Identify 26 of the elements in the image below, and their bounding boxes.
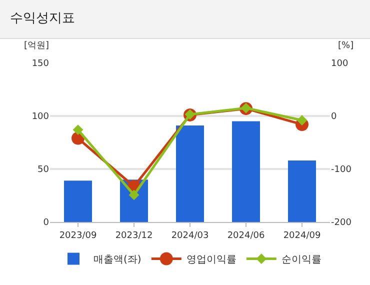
x-tick-label: 2024/09 [283, 230, 321, 241]
x-tick-label: 2023/12 [115, 230, 153, 241]
y-tick-label: 100 [32, 112, 50, 122]
bar [64, 180, 92, 222]
bar [176, 126, 204, 222]
legend-label: 순이익률 [281, 254, 322, 266]
x-tick-label: 2023/09 [59, 230, 97, 241]
legend-label: 영업이익률 [186, 254, 236, 266]
x-tick-label: 2024/03 [171, 230, 209, 241]
x-tick-label: 2024/06 [227, 230, 265, 241]
y2-tick-label: -100 [331, 165, 352, 176]
point [296, 115, 308, 126]
y-tick-label: 50 [38, 165, 50, 176]
y-axis-title: [억원] [24, 41, 50, 51]
point [72, 124, 84, 135]
y-tick-label: 0 [43, 218, 50, 228]
point [128, 190, 140, 200]
y2-axis-title: [%] [338, 41, 354, 51]
y2-tick-label: -200 [331, 218, 352, 228]
legend-label: 매출액(좌) [94, 254, 142, 266]
bar [232, 121, 260, 222]
y2-tick-label: 0 [331, 112, 337, 122]
y-tick-label: 150 [32, 59, 50, 70]
y2-tick-label: 100 [331, 59, 348, 70]
chart-title: 수익성지표 [0, 0, 370, 39]
bar [288, 160, 316, 222]
